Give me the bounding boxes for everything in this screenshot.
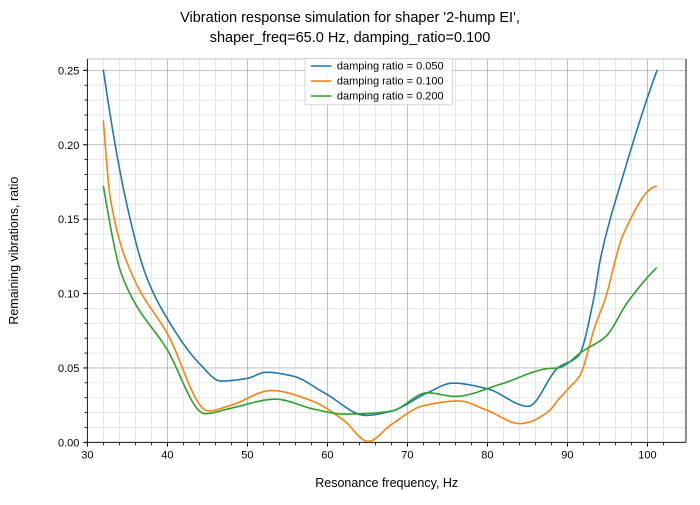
svg-text:100: 100 xyxy=(638,449,656,461)
svg-text:50: 50 xyxy=(241,449,253,461)
svg-text:0.10: 0.10 xyxy=(58,289,79,301)
svg-text:damping ratio = 0.100: damping ratio = 0.100 xyxy=(337,75,444,87)
svg-text:0.15: 0.15 xyxy=(58,214,79,226)
svg-text:0.25: 0.25 xyxy=(58,65,79,77)
svg-text:40: 40 xyxy=(161,449,173,461)
svg-text:shaper_freq=65.0 Hz, damping_r: shaper_freq=65.0 Hz, damping_ratio=0.100 xyxy=(210,30,491,46)
svg-text:damping ratio = 0.050: damping ratio = 0.050 xyxy=(337,60,444,72)
svg-text:damping ratio = 0.200: damping ratio = 0.200 xyxy=(337,90,444,102)
svg-text:80: 80 xyxy=(481,449,493,461)
svg-text:0.20: 0.20 xyxy=(58,140,79,152)
svg-text:90: 90 xyxy=(561,449,573,461)
svg-text:Remaining vibrations, ratio: Remaining vibrations, ratio xyxy=(7,177,21,325)
svg-text:70: 70 xyxy=(401,449,413,461)
svg-text:0.05: 0.05 xyxy=(58,363,79,375)
svg-text:0.00: 0.00 xyxy=(58,437,79,449)
svg-text:Resonance frequency, Hz: Resonance frequency, Hz xyxy=(315,476,458,490)
svg-text:30: 30 xyxy=(81,449,93,461)
svg-text:Vibration response simulation: Vibration response simulation for shaper… xyxy=(180,10,520,26)
svg-text:60: 60 xyxy=(321,449,333,461)
